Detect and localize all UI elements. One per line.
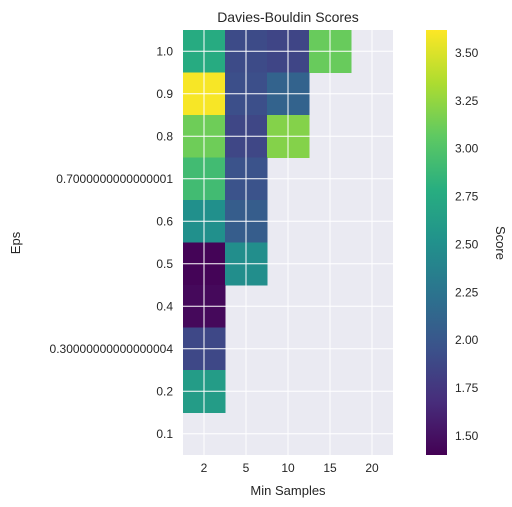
colorbar-tick-label: 1.75 bbox=[455, 381, 479, 395]
x-axis-label: Min Samples bbox=[250, 483, 326, 498]
colorbar-ticks: 1.50 1.75 2.00 2.25 2.50 2.75 3.00 3.25 3.50 bbox=[455, 46, 479, 443]
colorbar-tick-label: 2.50 bbox=[455, 237, 479, 251]
x-tick-label: 2 bbox=[201, 461, 208, 475]
y-tick-label: 0.7000000000000001 bbox=[56, 172, 173, 186]
colorbar-label: Score bbox=[493, 226, 508, 260]
colorbar-tick-label: 3.50 bbox=[455, 46, 479, 60]
y-tick-label: 0.5 bbox=[156, 257, 173, 271]
colorbar-tick-label: 2.75 bbox=[455, 190, 479, 204]
y-tick-label: 0.1 bbox=[156, 427, 173, 441]
y-axis-label: Eps bbox=[8, 231, 23, 254]
x-tick-label: 5 bbox=[243, 461, 250, 475]
colorbar-tick-label: 2.00 bbox=[455, 333, 479, 347]
x-tick-label: 20 bbox=[365, 461, 379, 475]
colorbar bbox=[426, 30, 447, 455]
x-tick-label: 15 bbox=[323, 461, 337, 475]
colorbar-tick-label: 3.00 bbox=[455, 142, 479, 156]
y-tick-label: 0.8 bbox=[156, 129, 173, 143]
x-tick-labels: 2 5 10 15 20 bbox=[201, 461, 379, 475]
gridlines bbox=[183, 30, 393, 455]
y-tick-label: 0.30000000000000004 bbox=[50, 342, 174, 356]
colorbar-tick-label: 1.50 bbox=[455, 429, 479, 443]
y-tick-label: 0.4 bbox=[156, 299, 173, 313]
y-tick-labels: 1.0 0.9 0.8 0.7000000000000001 0.6 0.5 0.4 0.30… bbox=[50, 44, 174, 441]
y-tick-label: 1.0 bbox=[156, 44, 173, 58]
y-tick-label: 0.6 bbox=[156, 214, 173, 228]
chart-title: Davies-Bouldin Scores bbox=[217, 9, 359, 25]
y-tick-label: 0.2 bbox=[156, 384, 173, 398]
y-tick-label: 0.9 bbox=[156, 87, 173, 101]
x-tick-label: 10 bbox=[281, 461, 295, 475]
colorbar-tick-label: 2.25 bbox=[455, 285, 479, 299]
colorbar-tick-label: 3.25 bbox=[455, 94, 479, 108]
